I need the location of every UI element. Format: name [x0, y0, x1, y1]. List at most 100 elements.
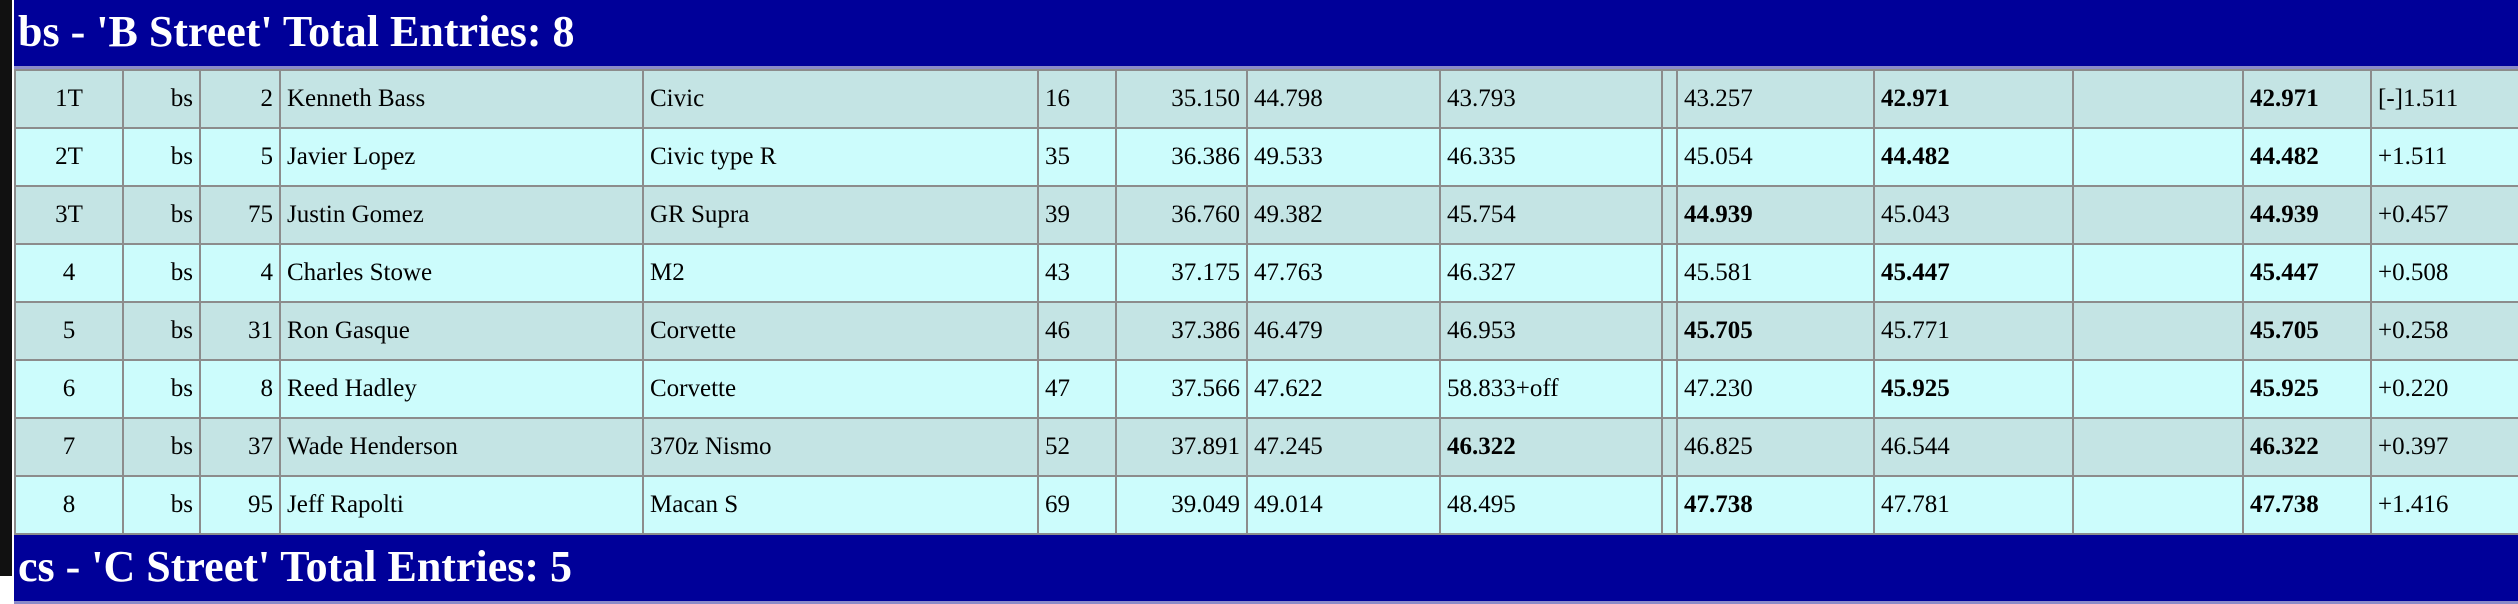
- driver-name-cell: Javier Lopez: [279, 127, 644, 187]
- table-row: 6 bs 8 Reed Hadley Corvette 47 37.566 47.622 58.…: [14, 359, 2518, 419]
- run-4-cell: 42.971: [1873, 69, 2074, 129]
- pax-index-cell: 52: [1037, 417, 1117, 477]
- class-header-cs: cs - 'C Street' Total Entries: 5: [14, 535, 2518, 604]
- driver-name-cell: Reed Hadley: [279, 359, 644, 419]
- separator-cell: [1661, 417, 1678, 477]
- position-cell: 3T: [14, 185, 124, 245]
- driver-name-cell: Justin Gomez: [279, 185, 644, 245]
- run-5-cell: [2072, 127, 2244, 187]
- run-1-cell: 46.479: [1246, 301, 1441, 361]
- run-3-cell: 43.257: [1676, 69, 1875, 129]
- car-number-cell: 95: [199, 475, 281, 535]
- car-number-cell: 5: [199, 127, 281, 187]
- run-1-cell: 49.533: [1246, 127, 1441, 187]
- time-difference-cell: +0.508: [2370, 243, 2518, 303]
- class-cell: bs: [122, 301, 201, 361]
- run-1-cell: 47.245: [1246, 417, 1441, 477]
- run-5-cell: [2072, 301, 2244, 361]
- run-2-cell: 46.335: [1439, 127, 1663, 187]
- run-5-cell: [2072, 185, 2244, 245]
- run-5-cell: [2072, 475, 2244, 535]
- best-time-cell: 46.322: [2242, 417, 2372, 477]
- driver-name-cell: Jeff Rapolti: [279, 475, 644, 535]
- run-2-cell: 45.754: [1439, 185, 1663, 245]
- class-cell: bs: [122, 127, 201, 187]
- car-model-cell: GR Supra: [642, 185, 1039, 245]
- run-2-cell: 48.495: [1439, 475, 1663, 535]
- raw-time-cell: 36.386: [1115, 127, 1248, 187]
- run-3-cell: 47.738: [1676, 475, 1875, 535]
- time-difference-cell: +1.511: [2370, 127, 2518, 187]
- position-cell: 5: [14, 301, 124, 361]
- run-4-cell: 44.482: [1873, 127, 2074, 187]
- driver-name-cell: Wade Henderson: [279, 417, 644, 477]
- table-row: 7 bs 37 Wade Henderson 370z Nismo 52 37.891 47.…: [14, 417, 2518, 477]
- class-cell: bs: [122, 69, 201, 129]
- position-cell: 1T: [14, 69, 124, 129]
- run-2-cell: 58.833+off: [1439, 359, 1663, 419]
- car-number-cell: 8: [199, 359, 281, 419]
- results-table-bs: 1T bs 2 Kenneth Bass Civic 16 35.150 44.798 43.7…: [14, 69, 2518, 535]
- pax-index-cell: 35: [1037, 127, 1117, 187]
- run-4-cell: 45.043: [1873, 185, 2074, 245]
- time-difference-cell: +0.220: [2370, 359, 2518, 419]
- run-3-cell: 44.939: [1676, 185, 1875, 245]
- run-2-cell: 46.953: [1439, 301, 1663, 361]
- time-difference-cell: +0.258: [2370, 301, 2518, 361]
- time-difference-cell: +0.397: [2370, 417, 2518, 477]
- car-model-cell: Macan S: [642, 475, 1039, 535]
- best-time-cell: 42.971: [2242, 69, 2372, 129]
- car-number-cell: 4: [199, 243, 281, 303]
- run-5-cell: [2072, 417, 2244, 477]
- run-2-cell: 46.327: [1439, 243, 1663, 303]
- separator-cell: [1661, 475, 1678, 535]
- run-4-cell: 45.447: [1873, 243, 2074, 303]
- run-4-cell: 45.771: [1873, 301, 2074, 361]
- run-2-cell: 46.322: [1439, 417, 1663, 477]
- raw-time-cell: 37.566: [1115, 359, 1248, 419]
- car-number-cell: 75: [199, 185, 281, 245]
- table-row: 5 bs 31 Ron Gasque Corvette 46 37.386 46.479 46.…: [14, 301, 2518, 361]
- raw-time-cell: 37.386: [1115, 301, 1248, 361]
- separator-cell: [1661, 243, 1678, 303]
- car-number-cell: 37: [199, 417, 281, 477]
- position-cell: 2T: [14, 127, 124, 187]
- pax-index-cell: 47: [1037, 359, 1117, 419]
- class-cell: bs: [122, 475, 201, 535]
- run-5-cell: [2072, 359, 2244, 419]
- pax-index-cell: 46: [1037, 301, 1117, 361]
- best-time-cell: 45.447: [2242, 243, 2372, 303]
- page-left-border: [0, 0, 12, 576]
- table-row: 4 bs 4 Charles Stowe M2 43 37.175 47.763 46.327 4…: [14, 243, 2518, 303]
- car-model-cell: Civic: [642, 69, 1039, 129]
- class-header-bs: bs - 'B Street' Total Entries: 8: [14, 0, 2518, 69]
- raw-time-cell: 37.891: [1115, 417, 1248, 477]
- run-1-cell: 49.382: [1246, 185, 1441, 245]
- best-time-cell: 44.482: [2242, 127, 2372, 187]
- car-model-cell: Corvette: [642, 301, 1039, 361]
- driver-name-cell: Ron Gasque: [279, 301, 644, 361]
- driver-name-cell: Kenneth Bass: [279, 69, 644, 129]
- separator-cell: [1661, 69, 1678, 129]
- car-model-cell: Corvette: [642, 359, 1039, 419]
- separator-cell: [1661, 127, 1678, 187]
- time-difference-cell: +1.416: [2370, 475, 2518, 535]
- car-model-cell: M2: [642, 243, 1039, 303]
- separator-cell: [1661, 301, 1678, 361]
- run-1-cell: 44.798: [1246, 69, 1441, 129]
- driver-name-cell: Charles Stowe: [279, 243, 644, 303]
- table-row: 3T bs 75 Justin Gomez GR Supra 39 36.760 49.382…: [14, 185, 2518, 245]
- run-1-cell: 49.014: [1246, 475, 1441, 535]
- position-cell: 7: [14, 417, 124, 477]
- position-cell: 8: [14, 475, 124, 535]
- run-2-cell: 43.793: [1439, 69, 1663, 129]
- car-model-cell: Civic type R: [642, 127, 1039, 187]
- run-3-cell: 45.581: [1676, 243, 1875, 303]
- car-number-cell: 31: [199, 301, 281, 361]
- raw-time-cell: 37.175: [1115, 243, 1248, 303]
- run-3-cell: 45.705: [1676, 301, 1875, 361]
- run-4-cell: 46.544: [1873, 417, 2074, 477]
- best-time-cell: 47.738: [2242, 475, 2372, 535]
- separator-cell: [1661, 359, 1678, 419]
- run-3-cell: 47.230: [1676, 359, 1875, 419]
